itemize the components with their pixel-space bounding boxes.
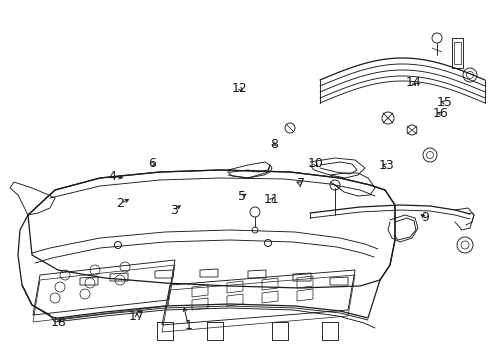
- Text: 11: 11: [263, 193, 279, 206]
- Text: 9: 9: [421, 211, 428, 224]
- Text: 5: 5: [238, 190, 245, 203]
- Text: 13: 13: [378, 159, 393, 172]
- Text: 1: 1: [184, 319, 192, 332]
- Text: 16: 16: [431, 107, 447, 120]
- Text: 2: 2: [116, 197, 123, 210]
- Text: 4: 4: [108, 170, 116, 183]
- Text: 17: 17: [129, 310, 144, 323]
- Text: 3: 3: [169, 204, 177, 217]
- Text: 18: 18: [51, 316, 66, 329]
- Text: 6: 6: [147, 157, 155, 170]
- Text: 15: 15: [436, 96, 452, 109]
- Text: 7: 7: [296, 177, 304, 190]
- Text: 12: 12: [231, 82, 247, 95]
- Text: 14: 14: [405, 76, 420, 89]
- Text: 8: 8: [269, 138, 277, 150]
- Text: 10: 10: [307, 157, 323, 170]
